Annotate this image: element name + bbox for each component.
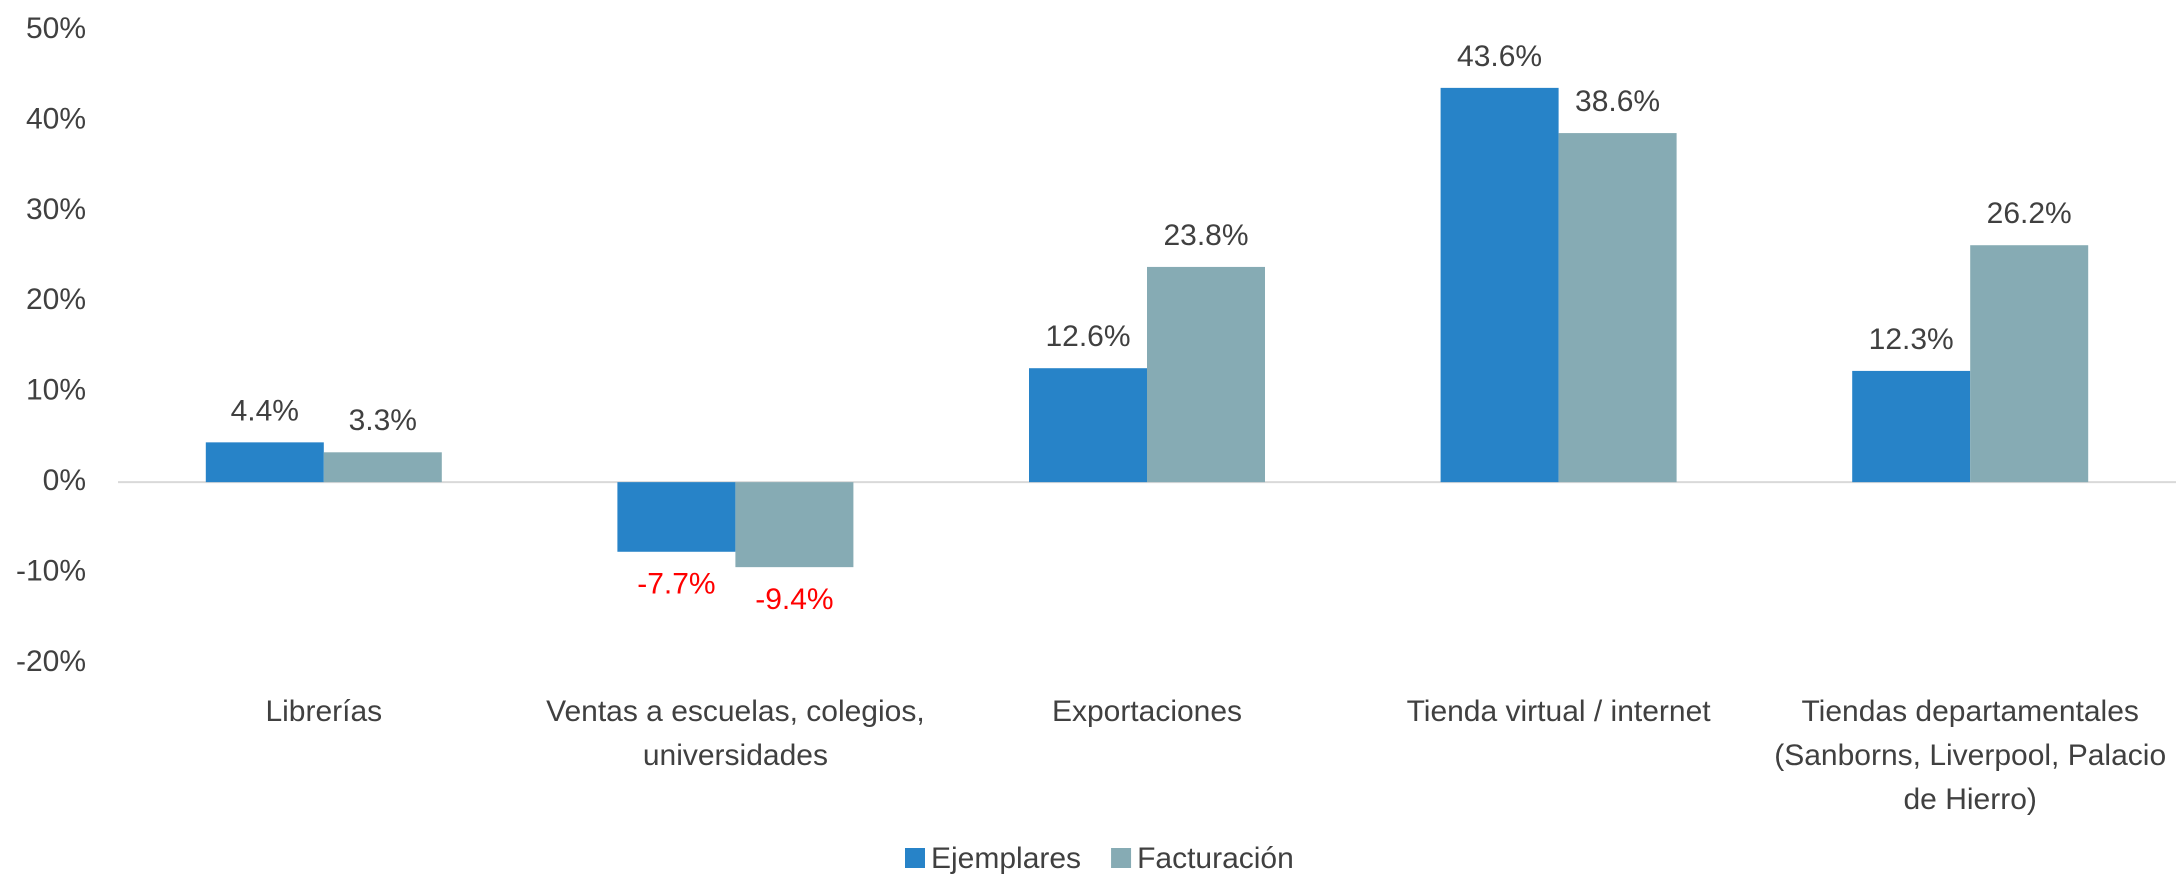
x-tick-label: Tiendas departamentales (Sanborns, Liver…: [1774, 695, 2167, 816]
data-label: -7.7%: [637, 568, 715, 601]
y-tick-label: 20%: [26, 283, 86, 316]
y-tick-label: 10%: [26, 374, 86, 407]
y-tick-label: 40%: [26, 102, 86, 135]
data-label: 38.6%: [1575, 85, 1660, 118]
legend-label: Ejemplares: [931, 842, 1081, 875]
bar: [205, 442, 324, 483]
x-tick-label: Librerías: [265, 695, 383, 728]
y-tick-label: -10%: [16, 554, 86, 587]
y-tick-label: 30%: [26, 193, 86, 226]
y-tick-label: 0%: [43, 464, 86, 497]
data-label: 43.6%: [1457, 40, 1542, 73]
bar: [1852, 370, 1971, 483]
data-label: 4.4%: [231, 394, 299, 427]
y-tick-label: 50%: [26, 12, 86, 45]
data-label: 3.3%: [349, 404, 417, 437]
bar: [1558, 133, 1677, 483]
bar: [1440, 87, 1559, 483]
legend-swatch: [905, 848, 925, 868]
data-label: 26.2%: [1987, 197, 2072, 230]
x-tick-label: Exportaciones: [1051, 695, 1243, 728]
data-label: 23.8%: [1163, 219, 1248, 252]
legend-swatch: [1111, 848, 1132, 868]
bar: [1029, 368, 1147, 483]
bar: [1147, 266, 1265, 483]
y-tick-label: -20%: [16, 645, 86, 678]
bar: [617, 482, 736, 552]
data-label: 12.3%: [1869, 323, 1954, 356]
data-label: -9.4%: [755, 583, 833, 616]
bar: [323, 452, 442, 483]
x-tick-label: Ventas a escuelas, colegios, universidad…: [546, 695, 925, 772]
data-label: 12.6%: [1045, 320, 1130, 353]
bar: [1970, 245, 2089, 483]
legend-label: Facturación: [1137, 842, 1294, 875]
bar: [735, 482, 854, 568]
x-tick-label: Tienda virtual / internet: [1406, 695, 1711, 728]
